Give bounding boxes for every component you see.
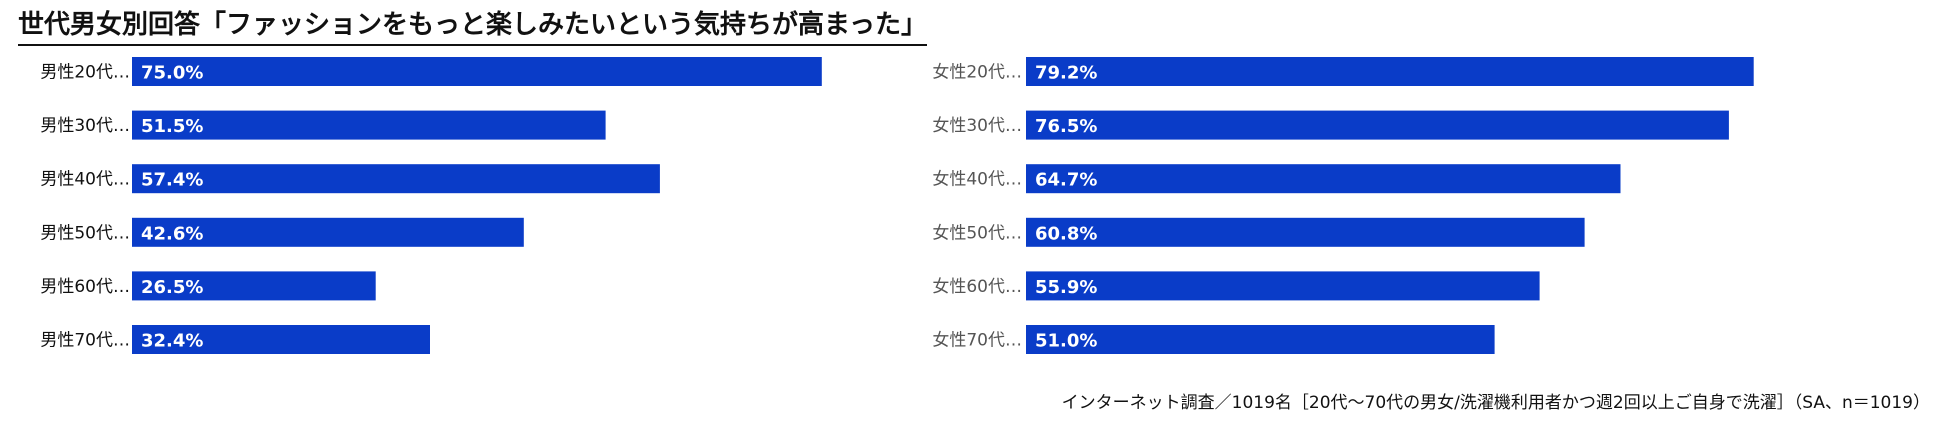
bar — [132, 217, 524, 247]
value-label: 79.2% — [1035, 63, 1097, 84]
survey-footnote: インターネット調査／1019名［20代〜70代の男女/洗濯機利用者かつ週2回以上… — [1061, 393, 1930, 413]
value-label: 55.9% — [1035, 277, 1097, 298]
value-label: 76.5% — [1035, 116, 1097, 137]
category-label: 男性60代… — [40, 277, 130, 297]
value-label: 64.7% — [1035, 170, 1097, 191]
category-label: 男性30代… — [40, 116, 130, 136]
value-label: 32.4% — [141, 331, 203, 352]
category-label: 女性60代… — [932, 277, 1022, 297]
bar — [1026, 57, 1754, 86]
category-label: 男性50代… — [40, 223, 130, 243]
category-label: 女性50代… — [932, 223, 1022, 243]
bar — [132, 325, 430, 354]
female-bar-chart: 女性20代… 79.2% 女性30代… 76.5% 女性40代… 64.7% 女性50代… 6… — [932, 57, 1754, 354]
value-label: 51.5% — [141, 116, 203, 137]
chart-title: 世代男女別回答「ファッションをもっと楽しみたいという気持ちが高まった」 — [18, 8, 927, 46]
bar — [1026, 271, 1540, 301]
category-label: 女性70代… — [932, 331, 1022, 351]
bar — [132, 164, 660, 194]
bar — [132, 271, 376, 301]
bar — [1026, 217, 1585, 247]
male-bar-chart: 男性20代… 75.0% 男性30代… 51.5% 男性40代… 57.4% 男性50代… 4… — [40, 57, 822, 354]
category-label: 女性40代… — [932, 170, 1022, 190]
category-label: 女性30代… — [932, 116, 1022, 136]
bar — [132, 57, 822, 86]
value-label: 42.6% — [141, 223, 203, 244]
value-label: 75.0% — [141, 63, 203, 84]
bar — [1026, 110, 1729, 140]
bar — [1026, 164, 1621, 194]
category-label: 女性20代… — [932, 63, 1022, 83]
category-label: 男性40代… — [40, 170, 130, 190]
value-label: 57.4% — [141, 170, 203, 191]
value-label: 60.8% — [1035, 223, 1097, 244]
value-label: 26.5% — [141, 277, 203, 298]
bar — [132, 110, 606, 140]
category-label: 男性70代… — [40, 331, 130, 351]
category-label: 男性20代… — [40, 63, 130, 83]
value-label: 51.0% — [1035, 331, 1097, 352]
bar — [1026, 325, 1495, 354]
